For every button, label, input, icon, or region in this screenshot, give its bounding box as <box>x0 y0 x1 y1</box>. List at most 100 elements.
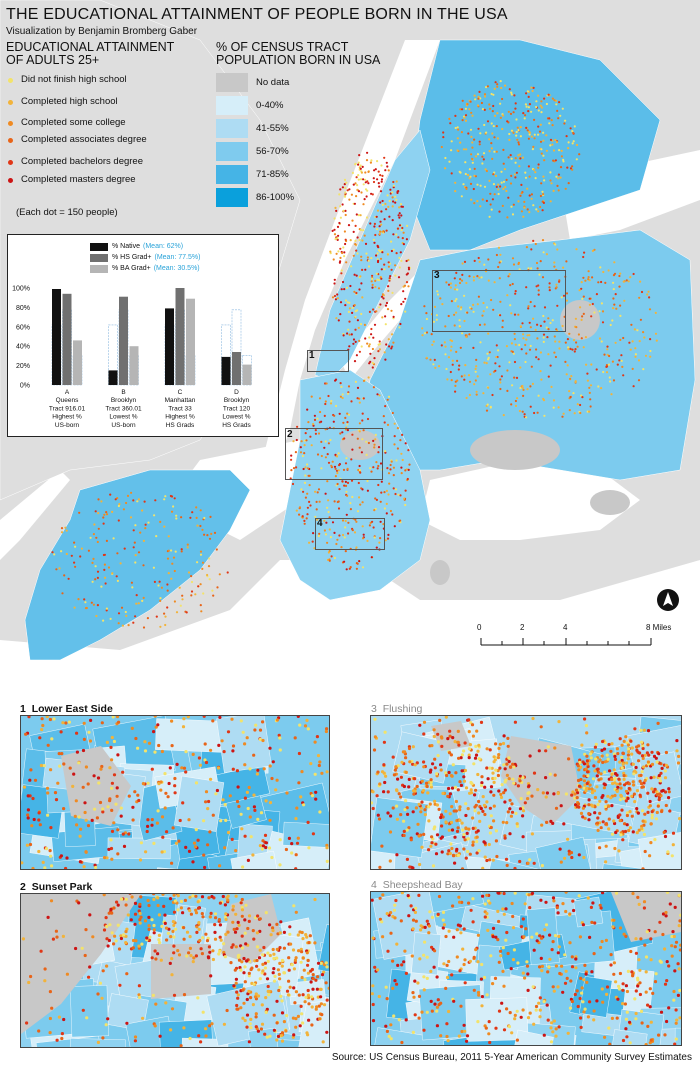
scale-label-8: 8 Miles <box>646 623 672 632</box>
tract-legend-heading-2: POPULATION BORN IN USA <box>216 53 381 67</box>
y-tick-label: 100% <box>12 286 30 293</box>
category-label: Tract 33 <box>168 405 192 412</box>
tract-legend-item: No data <box>216 71 406 94</box>
inset-2-number: 2 <box>20 881 26 893</box>
bar-legend-item: % HS Grad+ (Mean: 77.5%) <box>90 252 200 263</box>
bar-legend-swatch <box>90 242 108 251</box>
area-box-4 <box>315 518 385 550</box>
bar-legend-item: % Native (Mean: 62%) <box>90 241 200 252</box>
tract-color-swatch <box>216 142 248 161</box>
tract-legend-item: 0-40% <box>216 94 406 117</box>
inset-sunset-park <box>20 893 330 1048</box>
education-legend-label: Completed bachelors degree <box>21 156 143 167</box>
tract-color-swatch <box>216 96 248 115</box>
education-legend: EDUCATIONAL ATTAINMENT OF ADULTS 25+ (Ea… <box>6 40 211 219</box>
education-legend-heading-2: OF ADULTS 25+ <box>6 53 100 67</box>
category-label: US-born <box>55 422 80 429</box>
inset-2-title: 2 Sunset Park <box>20 881 92 893</box>
bar-legend-mean: (Mean: 77.5%) <box>154 254 201 261</box>
dot-scale-note: (Each dot = 150 people) <box>16 207 118 218</box>
bar <box>242 364 252 385</box>
category-label: Brooklyn <box>111 397 137 404</box>
tract-legend-label: 86-100% <box>256 192 295 203</box>
category-label: D <box>234 389 239 396</box>
education-legend-item: Did not finish high school <box>6 75 176 85</box>
inset-lower-east-side <box>20 715 330 870</box>
education-legend-item: Completed high school <box>6 97 176 107</box>
bar-legend-item: % BA Grad+ (Mean: 30.5%) <box>90 263 200 274</box>
bar <box>108 370 118 385</box>
education-legend-label: Completed masters degree <box>21 174 136 185</box>
inset-map-detail <box>371 716 681 869</box>
area-label-1: 1 <box>309 350 315 361</box>
education-legend-item: Completed bachelors degree <box>6 157 176 167</box>
bar-legend-label: % HS Grad+ <box>112 254 152 261</box>
inset-map-detail <box>21 716 329 869</box>
y-tick-label: 60% <box>16 324 30 331</box>
scale-bar: 0 2 4 8 Miles <box>474 623 684 653</box>
bar <box>232 352 241 385</box>
bar-legend-label: % BA Grad+ <box>112 265 151 272</box>
bar-legend-mean: (Mean: 62%) <box>143 243 184 250</box>
inset-4-title: 4 Sheepshead Bay <box>371 879 463 891</box>
area-label-2: 2 <box>287 429 293 440</box>
tract-legend-item: 56-70% <box>216 140 406 163</box>
dot-swatch-icon <box>8 178 13 183</box>
area-label-3: 3 <box>434 270 440 281</box>
education-legend-heading-1: EDUCATIONAL ATTAINMENT <box>6 40 175 54</box>
bar <box>52 289 61 385</box>
education-legend-label: Completed high school <box>21 96 118 107</box>
y-tick-label: 20% <box>16 363 30 370</box>
area-box-2 <box>285 428 383 480</box>
bar <box>129 346 139 385</box>
inset-map-detail <box>21 894 329 1047</box>
education-legend-item: Completed associates degree <box>6 135 176 145</box>
north-arrow-icon <box>657 589 679 611</box>
tract-legend-label: 56-70% <box>256 146 289 157</box>
dot-swatch-icon <box>8 78 13 83</box>
tract-legend-heading-1: % OF CENSUS TRACT <box>216 40 349 54</box>
tract-color-swatch <box>216 165 248 184</box>
y-tick-label: 40% <box>16 344 30 351</box>
education-legend-label: Completed some college <box>21 117 126 128</box>
inset-1-number: 1 <box>20 703 26 715</box>
bar <box>73 340 82 385</box>
bar-chart-legend: % Native (Mean: 62%)% HS Grad+ (Mean: 77.5… <box>90 241 200 274</box>
tract-legend-item: 41-55% <box>216 117 406 140</box>
scale-bar-line <box>480 638 652 646</box>
education-legend-item: Completed some college <box>6 118 176 128</box>
inset-flushing <box>370 715 682 870</box>
inset-4-number: 4 <box>371 879 377 891</box>
inset-1-title: 1 Lower East Side <box>20 703 113 715</box>
y-tick-label: 80% <box>16 305 30 312</box>
tract-legend-item: 71-85% <box>216 163 406 186</box>
bar <box>165 308 174 385</box>
tract-color-swatch <box>216 188 248 207</box>
education-legend-label: Did not finish high school <box>21 74 127 85</box>
y-tick-label: 0% <box>20 383 30 390</box>
category-label: Manhattan <box>165 397 196 404</box>
dot-swatch-icon <box>8 100 13 105</box>
category-label: B <box>121 389 125 396</box>
category-label: Lowest % <box>222 414 250 421</box>
category-label: C <box>178 389 183 396</box>
category-label: Tract 916.01 <box>49 405 86 412</box>
category-label: HS Grads <box>222 422 251 429</box>
category-label: Queens <box>56 397 80 404</box>
area-label-4: 4 <box>317 518 323 529</box>
dot-swatch-icon <box>8 121 13 126</box>
education-legend-label: Completed associates degree <box>21 134 147 145</box>
category-label: Lowest % <box>109 414 137 421</box>
inset-sheepshead-bay <box>370 891 682 1046</box>
bar-legend-swatch <box>90 264 108 273</box>
category-label: A <box>65 389 70 396</box>
inset-map-detail <box>371 892 681 1045</box>
tract-color-swatch <box>216 119 248 138</box>
inset-3-number: 3 <box>371 703 377 715</box>
page-subtitle: Visualization by Benjamin Bromberg Gaber <box>6 26 198 37</box>
tract-legend: % OF CENSUS TRACT POPULATION BORN IN USA… <box>216 41 406 209</box>
comparison-bar-chart: % Native (Mean: 62%)% HS Grad+ (Mean: 77.5… <box>7 234 279 437</box>
category-label: Tract 360.01 <box>105 405 142 412</box>
bar-legend-label: % Native <box>112 243 141 250</box>
